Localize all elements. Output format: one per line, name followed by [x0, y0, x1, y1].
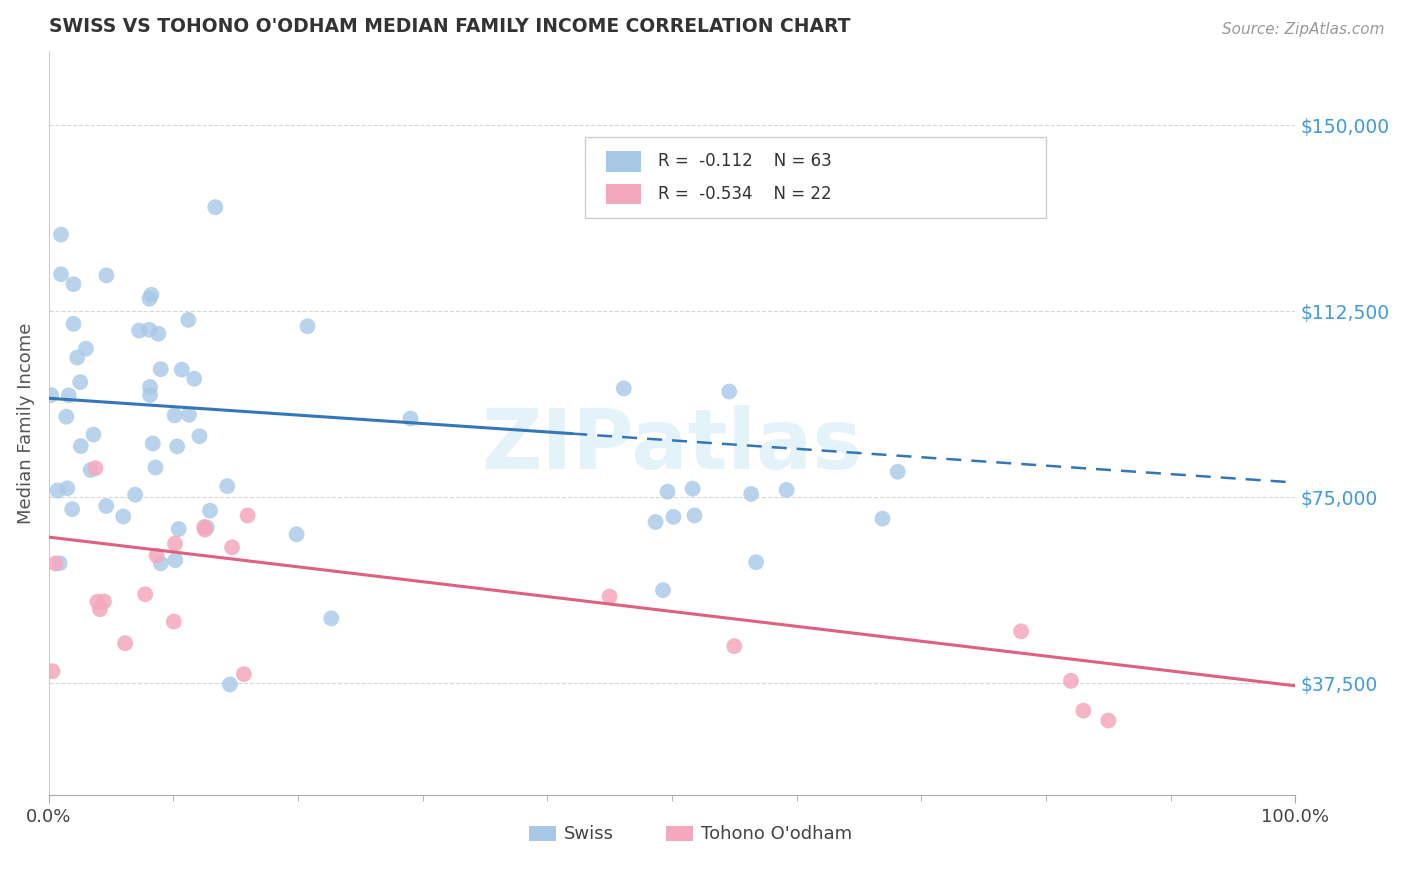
Point [163, 409, 186, 423]
Point [163, 536, 186, 550]
Point [149, 362, 172, 376]
Point [177, 408, 200, 422]
Point [89, 602, 111, 616]
Point [652, 583, 675, 598]
Point [138, 292, 160, 306]
Point [1060, 673, 1083, 688]
Point [194, 523, 217, 537]
Point [682, 482, 704, 496]
Point [49, 267, 72, 281]
Point [84, 461, 107, 475]
Point [80, 463, 103, 477]
Point [49, 227, 72, 242]
Point [69, 439, 91, 453]
Bar [606, 184, 641, 204]
Point [745, 555, 768, 569]
Point [166, 440, 188, 454]
FancyBboxPatch shape [585, 136, 1046, 219]
Point [193, 520, 215, 534]
Point [148, 326, 170, 341]
Point [39, 388, 62, 402]
Text: SWISS VS TOHONO O'ODHAM MEDIAN FAMILY INCOME CORRELATION CHART: SWISS VS TOHONO O'ODHAM MEDIAN FAMILY IN… [49, 17, 851, 36]
Text: R =  -0.534    N = 22: R = -0.534 N = 22 [658, 185, 832, 202]
Point [93, 594, 115, 608]
Point [204, 200, 226, 214]
Point [112, 509, 135, 524]
Text: ZIPatlas: ZIPatlas [481, 405, 862, 486]
Point [46, 483, 69, 498]
Point [195, 520, 218, 534]
Point [683, 508, 706, 523]
Point [297, 319, 319, 334]
Point [662, 509, 685, 524]
Bar [665, 826, 693, 841]
Point [219, 677, 242, 691]
Point [183, 372, 205, 386]
Text: R =  -0.112    N = 63: R = -0.112 N = 63 [658, 153, 832, 170]
Text: Tohono O'odham: Tohono O'odham [700, 824, 852, 843]
Point [198, 504, 221, 518]
Point [321, 611, 343, 625]
Point [48, 556, 70, 570]
Point [56, 481, 79, 495]
Point [55, 409, 77, 424]
Point [165, 553, 187, 567]
Point [1097, 714, 1119, 728]
Point [139, 388, 162, 402]
Point [145, 549, 167, 563]
Point [775, 483, 797, 497]
Point [41, 665, 63, 679]
Point [142, 436, 165, 450]
Point [188, 429, 211, 443]
Point [58, 388, 80, 402]
Point [740, 487, 762, 501]
Text: Swiss: Swiss [564, 824, 613, 843]
Point [285, 527, 308, 541]
Point [887, 465, 910, 479]
Point [82, 427, 104, 442]
Point [170, 362, 193, 376]
Point [167, 522, 190, 536]
Point [149, 557, 172, 571]
Point [69, 375, 91, 389]
Point [232, 667, 254, 681]
Point [657, 484, 679, 499]
Point [139, 380, 162, 394]
Point [62, 317, 84, 331]
Point [1010, 624, 1032, 639]
Point [114, 636, 136, 650]
Y-axis label: Median Family Income: Median Family Income [17, 322, 35, 524]
Point [399, 411, 422, 425]
Point [60, 502, 83, 516]
Point [86, 595, 108, 609]
Point [236, 508, 259, 523]
Bar [529, 826, 555, 841]
Point [1073, 704, 1095, 718]
Point [66, 351, 89, 365]
Point [96, 499, 118, 513]
Point [128, 324, 150, 338]
Point [221, 541, 243, 555]
Point [62, 277, 84, 292]
Text: Source: ZipAtlas.com: Source: ZipAtlas.com [1222, 22, 1385, 37]
Point [163, 615, 186, 629]
Point [134, 587, 156, 601]
Point [141, 287, 163, 301]
Point [599, 590, 621, 604]
Point [124, 488, 146, 502]
Bar [606, 151, 641, 171]
Point [75, 342, 97, 356]
Point [145, 460, 167, 475]
Point [138, 323, 160, 337]
Point [217, 479, 239, 493]
Point [723, 639, 745, 653]
Point [872, 511, 894, 525]
Point [718, 384, 741, 399]
Point [44, 557, 66, 571]
Point [177, 313, 200, 327]
Point [96, 268, 118, 283]
Point [644, 515, 666, 529]
Point [613, 381, 636, 395]
